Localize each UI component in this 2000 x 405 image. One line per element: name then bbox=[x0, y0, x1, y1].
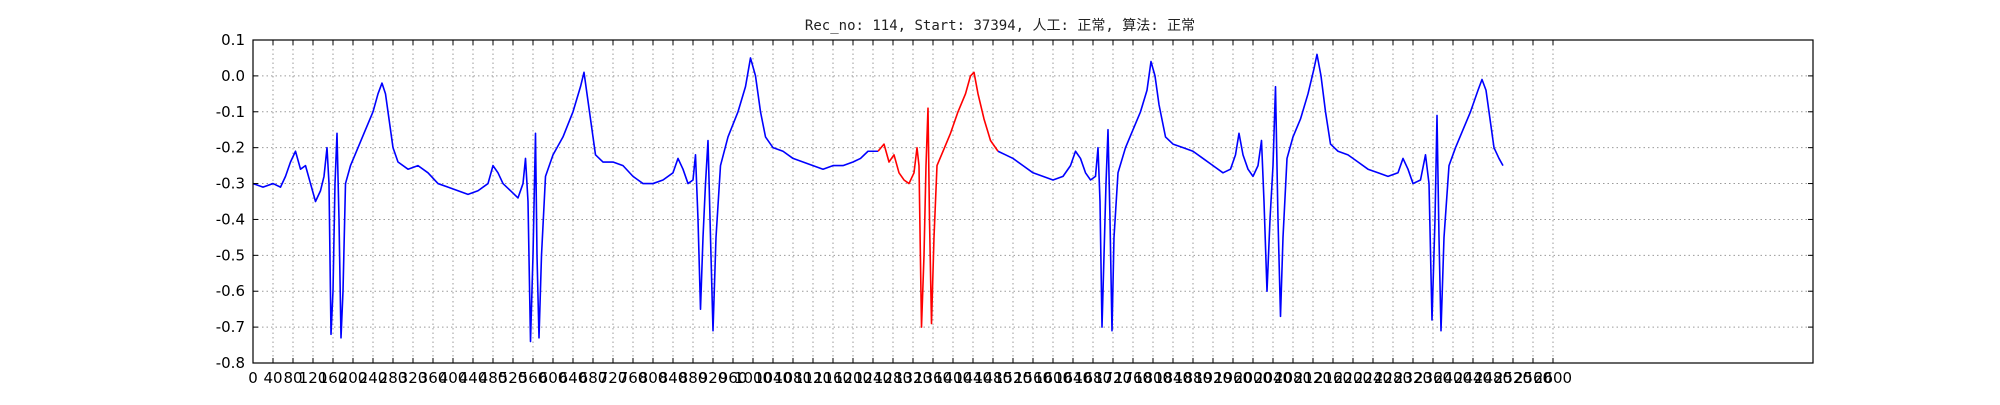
y-tick-label: -0.7 bbox=[216, 318, 245, 336]
x-tick-label: 1160 bbox=[814, 369, 852, 387]
x-tick-label: 520 bbox=[499, 369, 528, 387]
x-tick-label: 760 bbox=[619, 369, 648, 387]
x-tick-label: 280 bbox=[379, 369, 408, 387]
x-tick-label: 440 bbox=[459, 369, 488, 387]
x-tick-label: 1320 bbox=[894, 369, 932, 387]
x-tick-label: 0 bbox=[248, 369, 258, 387]
x-tick-label: 1080 bbox=[774, 369, 812, 387]
x-tick-label: 2600 bbox=[1534, 369, 1572, 387]
x-tick-label: 1960 bbox=[1214, 369, 1252, 387]
x-tick-label: 400 bbox=[439, 369, 468, 387]
x-tick-label: 1280 bbox=[874, 369, 912, 387]
x-tick-label: 1480 bbox=[974, 369, 1012, 387]
highlight-segment-line bbox=[877, 71, 999, 328]
x-tick-label: 1840 bbox=[1154, 369, 1192, 387]
y-tick-label: -0.8 bbox=[216, 354, 245, 372]
y-tick-label: 0.1 bbox=[221, 31, 245, 49]
x-tick-label: 1440 bbox=[954, 369, 992, 387]
x-tick-label: 200 bbox=[339, 369, 368, 387]
y-tick-label: -0.3 bbox=[216, 175, 245, 193]
x-tick-label: 2320 bbox=[1394, 369, 1432, 387]
x-tick-label: 2560 bbox=[1514, 369, 1552, 387]
x-tick-label: 1640 bbox=[1054, 369, 1092, 387]
y-tick-label: -0.5 bbox=[216, 246, 245, 264]
y-tick-label: 0.0 bbox=[221, 67, 245, 85]
x-tick-label: 2360 bbox=[1414, 369, 1452, 387]
y-axis: 0.1 0.0 -0.1 -0.2 -0.3 -0.4 -0.5 -0.6 -0.7 -0.8 bbox=[216, 31, 1813, 372]
x-tick-label: 1200 bbox=[834, 369, 872, 387]
x-tick-label: 1720 bbox=[1094, 369, 1132, 387]
x-tick-label: 2520 bbox=[1494, 369, 1532, 387]
x-tick-label: 2120 bbox=[1294, 369, 1332, 387]
x-tick-label: 2480 bbox=[1474, 369, 1512, 387]
x-tick-label: 2240 bbox=[1354, 369, 1392, 387]
x-tick-label: 840 bbox=[659, 369, 688, 387]
x-tick-label: 1680 bbox=[1074, 369, 1112, 387]
x-tick-label: 1400 bbox=[934, 369, 972, 387]
x-tick-label: 600 bbox=[539, 369, 568, 387]
series-layer bbox=[252, 53, 1504, 343]
x-tick-label: 1240 bbox=[854, 369, 892, 387]
x-tick-label: 360 bbox=[419, 369, 448, 387]
ecg-signal-line bbox=[252, 57, 878, 343]
x-tick-label: 1520 bbox=[994, 369, 1032, 387]
x-tick-label: 680 bbox=[579, 369, 608, 387]
x-tick-label: 160 bbox=[319, 369, 348, 387]
x-tick-label: 1760 bbox=[1114, 369, 1152, 387]
y-tick-label: -0.6 bbox=[216, 282, 245, 300]
y-tick-label: -0.2 bbox=[216, 139, 245, 157]
x-tick-label: 2200 bbox=[1334, 369, 1372, 387]
x-tick-label: 120 bbox=[299, 369, 328, 387]
x-tick-label: 2160 bbox=[1314, 369, 1352, 387]
x-tick-label: 640 bbox=[559, 369, 588, 387]
x-tick-label: 920 bbox=[699, 369, 728, 387]
x-tick-label: 2000 bbox=[1234, 369, 1272, 387]
x-tick-label: 1040 bbox=[754, 369, 792, 387]
x-tick-label: 2080 bbox=[1274, 369, 1312, 387]
x-axis: 0 40 8012016020024028032036040044048052056… bbox=[248, 40, 1572, 387]
chart-title: Rec_no: 114, Start: 37394, 人工: 正常, 算法: 正… bbox=[805, 18, 1195, 34]
x-tick-label: 1560 bbox=[1014, 369, 1052, 387]
y-tick-label: -0.4 bbox=[216, 210, 245, 228]
x-tick-label: 560 bbox=[519, 369, 548, 387]
x-tick-label: 1880 bbox=[1174, 369, 1212, 387]
x-tick-label: 80 bbox=[283, 369, 302, 387]
grid-layer bbox=[253, 40, 1813, 363]
x-tick-label: 1000 bbox=[734, 369, 772, 387]
x-tick-label: 960 bbox=[719, 369, 748, 387]
x-tick-label: 2400 bbox=[1434, 369, 1472, 387]
x-tick-label: 1120 bbox=[794, 369, 832, 387]
x-tick-label: 1360 bbox=[914, 369, 952, 387]
y-tick-label: -0.1 bbox=[216, 103, 245, 121]
x-tick-label: 720 bbox=[599, 369, 628, 387]
ecg-signal-line bbox=[997, 53, 1504, 332]
x-tick-label: 2440 bbox=[1454, 369, 1492, 387]
x-tick-label: 1920 bbox=[1194, 369, 1232, 387]
x-tick-label: 320 bbox=[399, 369, 428, 387]
x-tick-label: 1800 bbox=[1134, 369, 1172, 387]
x-tick-label: 2280 bbox=[1374, 369, 1412, 387]
x-tick-label: 480 bbox=[479, 369, 508, 387]
x-tick-label: 2040 bbox=[1254, 369, 1292, 387]
x-tick-label: 880 bbox=[679, 369, 708, 387]
x-tick-label: 1600 bbox=[1034, 369, 1072, 387]
x-tick-label: 40 bbox=[263, 369, 282, 387]
x-tick-label: 800 bbox=[639, 369, 668, 387]
x-tick-label: 240 bbox=[359, 369, 388, 387]
